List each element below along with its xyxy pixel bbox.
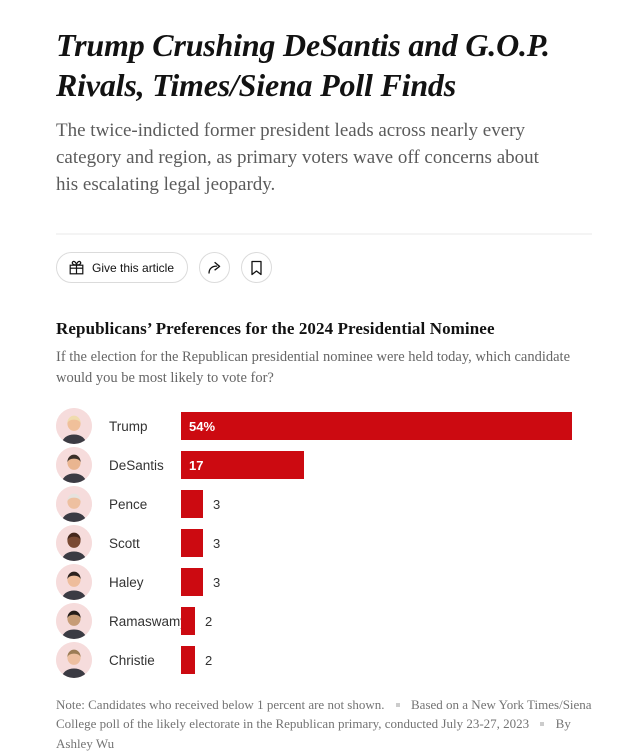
bar-trump: 54% (181, 412, 572, 441)
chart-row-scott: Scott 3 (56, 524, 592, 563)
bullet-separator-icon (395, 702, 400, 707)
bar-value-label: 3 (213, 496, 221, 512)
give-article-button[interactable]: Give this article (56, 252, 189, 284)
bar-value-label: 2 (205, 613, 213, 629)
chart-subtitle: If the election for the Republican presi… (56, 349, 571, 386)
candidate-avatar (56, 603, 92, 640)
give-article-label: Give this article (92, 260, 175, 275)
candidate-avatar (56, 447, 92, 484)
subheadline: The twice-indicted former president lead… (56, 120, 539, 196)
chart-title: Republicans’ Preferences for the 2024 Pr… (56, 319, 495, 339)
note-text: Note: Candidates who received below 1 pe… (56, 696, 385, 712)
bar-value-label: 2 (205, 652, 213, 668)
chart-row-pence: Pence 3 (56, 485, 592, 524)
gift-icon (68, 259, 85, 276)
bar-area: 54% (181, 412, 592, 441)
bar-pence (181, 490, 203, 519)
chart-row-desantis: DeSantis 17 (56, 446, 592, 485)
bar-area: 3 (181, 568, 592, 597)
chart-row-haley: Haley 3 (56, 563, 592, 602)
chart-row-ramaswamy: Ramaswamy 2 (56, 602, 592, 641)
bar-area: 2 (181, 607, 592, 636)
bar-value-label: 3 (213, 574, 221, 590)
chart-footnote: Note: Candidates who received below 1 pe… (56, 695, 592, 753)
headline: Trump Crushing DeSantis and G.O.P. Rival… (56, 27, 550, 103)
candidate-avatar (56, 525, 92, 562)
chart-row-trump: Trump 54% (56, 407, 592, 446)
bookmark-icon (250, 260, 263, 276)
chart-row-christie: Christie 2 (56, 641, 592, 680)
bar-scott (181, 529, 203, 558)
candidate-label: Trump (109, 418, 148, 434)
section-divider (56, 233, 592, 236)
share-button[interactable] (199, 252, 231, 284)
candidate-avatar (56, 486, 92, 523)
candidate-label: Christie (109, 652, 155, 668)
share-arrow-icon (206, 260, 224, 276)
bullet-separator-icon (540, 722, 545, 727)
candidate-avatar (56, 642, 92, 679)
bar-ramaswamy (181, 607, 195, 636)
bar-christie (181, 646, 195, 675)
candidate-label: Haley (109, 574, 144, 590)
bar-value-label: 17 (189, 457, 204, 473)
bookmark-button[interactable] (241, 252, 273, 284)
candidate-avatar (56, 408, 92, 445)
candidate-label: DeSantis (109, 457, 164, 473)
bar-area: 17 (181, 451, 592, 480)
bar-area: 3 (181, 529, 592, 558)
candidate-avatar (56, 564, 92, 601)
bar-haley (181, 568, 203, 597)
bar-value-label: 54% (189, 418, 216, 434)
candidate-label: Ramaswamy (109, 613, 188, 629)
bar-area: 2 (181, 646, 592, 675)
chart-rows: Trump 54% DeSantis 17 Pence 3 Scott 3 Haley 3 Rama… (56, 407, 592, 680)
bar-value-label: 3 (213, 535, 221, 551)
bar-desantis: 17 (181, 451, 304, 480)
article-actions: Give this article (56, 252, 592, 284)
bar-area: 3 (181, 490, 592, 519)
candidate-label: Scott (109, 535, 140, 551)
candidate-label: Pence (109, 496, 148, 512)
poll-chart: Republicans’ Preferences for the 2024 Pr… (56, 319, 592, 753)
